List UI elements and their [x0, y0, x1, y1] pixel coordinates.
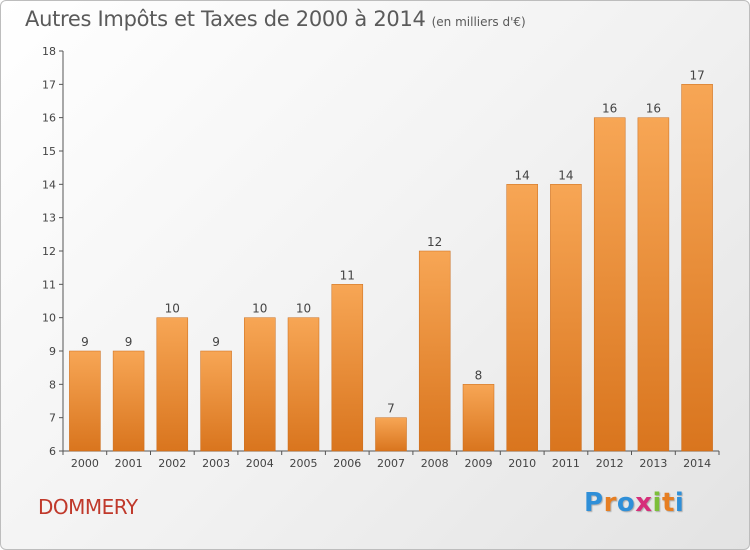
x-tick-label: 2004 [246, 457, 274, 470]
bar-2012 [593, 117, 626, 452]
chart-title: Autres Impôts et Taxes de 2000 à 2014 (en… [25, 7, 526, 31]
x-tick-label: 2010 [508, 457, 536, 470]
y-tick-label: 11 [42, 278, 56, 291]
bar-value-label: 8 [475, 368, 483, 382]
bar-value-label: 14 [558, 168, 573, 182]
chart-subtitle: (en milliers d'€) [431, 15, 526, 29]
logo-letter: i [652, 488, 662, 518]
x-tick-label: 2005 [290, 457, 318, 470]
bar-2013 [637, 117, 670, 452]
x-tick-label: 2003 [202, 457, 230, 470]
bar-value-label: 14 [515, 168, 530, 182]
y-tick-label: 16 [42, 112, 56, 125]
x-tick-label: 2013 [639, 457, 667, 470]
y-tick-label: 17 [42, 78, 56, 91]
bar-2014 [681, 84, 713, 452]
x-tick-label: 2011 [552, 457, 580, 470]
bar-2006 [331, 284, 364, 452]
bar-value-label: 16 [602, 102, 617, 116]
proxiti-logo: Proxiti [584, 488, 684, 518]
logo-letter: x [635, 488, 653, 518]
bar-2011 [550, 184, 582, 452]
bar-2009 [462, 384, 495, 452]
bar-2000 [69, 350, 101, 452]
x-tick-label: 2000 [71, 457, 99, 470]
bar-value-label: 9 [125, 335, 133, 349]
x-tick-label: 2008 [421, 457, 449, 470]
bar-value-label: 16 [646, 102, 661, 116]
x-tick-label: 2002 [158, 457, 186, 470]
x-tick-label: 2014 [683, 457, 711, 470]
bar-value-label: 9 [212, 335, 220, 349]
y-tick-label: 18 [42, 45, 56, 58]
chart-title-text: Autres Impôts et Taxes de 2000 à 2014 [25, 7, 426, 31]
x-tick-label: 2007 [377, 457, 405, 470]
bar-value-label: 10 [165, 302, 180, 316]
logo-letter: o [616, 488, 636, 518]
bar-value-label: 10 [252, 302, 267, 316]
bar-2003 [200, 350, 232, 452]
bar-value-label: 7 [387, 402, 395, 416]
x-tick-label: 2012 [596, 457, 624, 470]
y-tick-label: 12 [42, 245, 56, 258]
bar-2008 [418, 250, 451, 452]
logo-letter: t [661, 488, 675, 518]
x-tick-label: 2009 [465, 457, 493, 470]
logo-letter: r [603, 488, 617, 518]
logo-letter: P [584, 488, 604, 518]
bar-2002 [156, 317, 189, 452]
bar-2004 [244, 317, 276, 452]
bar-2001 [112, 350, 145, 452]
bar-2005 [287, 317, 320, 452]
y-tick-label: 6 [49, 445, 56, 458]
bar-value-label: 17 [689, 68, 704, 82]
bar-value-label: 12 [427, 235, 442, 249]
logo-letter: i [674, 488, 685, 518]
y-tick-label: 9 [49, 345, 56, 358]
y-tick-label: 15 [42, 145, 56, 158]
y-tick-label: 13 [42, 212, 56, 225]
x-tick-label: 2006 [333, 457, 361, 470]
y-tick-label: 10 [42, 312, 56, 325]
y-tick-label: 7 [49, 412, 56, 425]
y-tick-label: 8 [49, 378, 56, 391]
bar-value-label: 9 [81, 335, 89, 349]
commune-name: DOMMERY [38, 495, 138, 519]
bar-2007 [375, 417, 407, 452]
bar-value-label: 11 [340, 268, 355, 282]
y-tick-label: 14 [42, 178, 56, 191]
bar-value-label: 10 [296, 302, 311, 316]
x-tick-label: 2001 [115, 457, 143, 470]
bar-2010 [506, 184, 538, 452]
